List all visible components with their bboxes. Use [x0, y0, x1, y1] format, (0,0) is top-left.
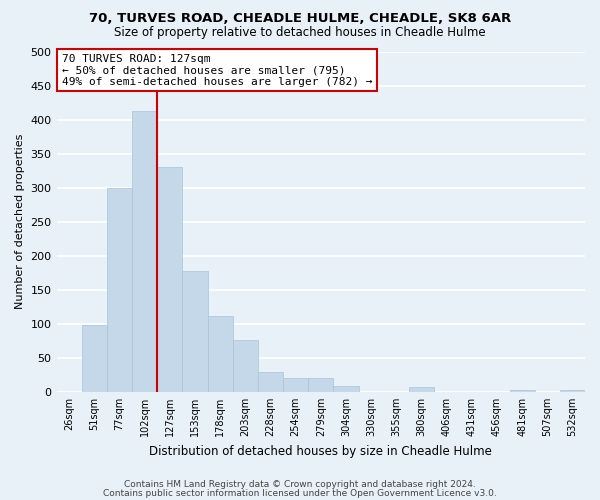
Bar	[233, 340, 258, 392]
Bar	[132, 110, 157, 392]
Bar	[182, 270, 208, 392]
Bar	[308, 378, 334, 392]
Bar	[157, 167, 182, 392]
Bar	[82, 324, 107, 392]
Y-axis label: Number of detached properties: Number of detached properties	[15, 134, 25, 310]
Text: Size of property relative to detached houses in Cheadle Hulme: Size of property relative to detached ho…	[114, 26, 486, 39]
Text: Contains public sector information licensed under the Open Government Licence v3: Contains public sector information licen…	[103, 490, 497, 498]
X-axis label: Distribution of detached houses by size in Cheadle Hulme: Distribution of detached houses by size …	[149, 444, 492, 458]
Bar	[258, 372, 283, 392]
Bar	[509, 390, 535, 392]
Text: 70, TURVES ROAD, CHEADLE HULME, CHEADLE, SK8 6AR: 70, TURVES ROAD, CHEADLE HULME, CHEADLE,…	[89, 12, 511, 26]
Bar	[334, 386, 359, 392]
Bar	[560, 390, 585, 392]
Bar	[107, 188, 132, 392]
Bar	[208, 316, 233, 392]
Text: Contains HM Land Registry data © Crown copyright and database right 2024.: Contains HM Land Registry data © Crown c…	[124, 480, 476, 489]
Bar	[409, 387, 434, 392]
Text: 70 TURVES ROAD: 127sqm
← 50% of detached houses are smaller (795)
49% of semi-de: 70 TURVES ROAD: 127sqm ← 50% of detached…	[62, 54, 372, 86]
Bar	[283, 378, 308, 392]
